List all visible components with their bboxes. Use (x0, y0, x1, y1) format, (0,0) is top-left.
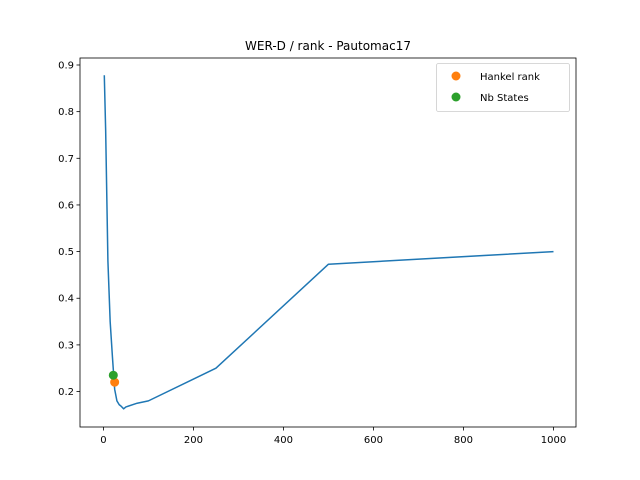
legend-label-nb-states: Nb States (480, 93, 529, 104)
y-tick-label: 0.2 (58, 387, 74, 398)
legend-label-hankel-rank: Hankel rank (480, 72, 540, 83)
legend: Hankel rank Nb States (436, 63, 570, 112)
data-point-nb-states (108, 370, 118, 380)
y-tick-label: 0.9 (58, 60, 74, 71)
y-tick-label: 0.5 (58, 247, 74, 258)
x-tick-label: 800 (454, 435, 473, 446)
series-line (103, 75, 554, 410)
chart-title: WER-D / rank - Pautomac17 (245, 39, 411, 53)
x-tick-label: 0 (100, 435, 106, 446)
y-tick-label: 0.4 (58, 294, 74, 305)
data-point-hankel-rank (110, 377, 120, 387)
x-axis: 0 200 400 600 800 1000 (100, 427, 566, 446)
y-tick-label: 0.7 (58, 154, 74, 165)
x-tick-label: 400 (274, 435, 293, 446)
y-axis: 0.2 0.3 0.4 0.5 0.6 0.7 0.8 0.9 (58, 60, 80, 398)
x-tick-label: 1000 (541, 435, 566, 446)
x-tick-label: 600 (364, 435, 383, 446)
plot-area (103, 75, 554, 410)
legend-marker-hankel-rank (451, 71, 461, 81)
legend-marker-nb-states (451, 92, 461, 102)
y-tick-label: 0.3 (58, 340, 74, 351)
y-tick-label: 0.6 (58, 200, 74, 211)
legend-frame (436, 63, 570, 112)
y-tick-label: 0.8 (58, 107, 74, 118)
axes-frame (79, 57, 577, 428)
x-tick-label: 200 (184, 435, 203, 446)
